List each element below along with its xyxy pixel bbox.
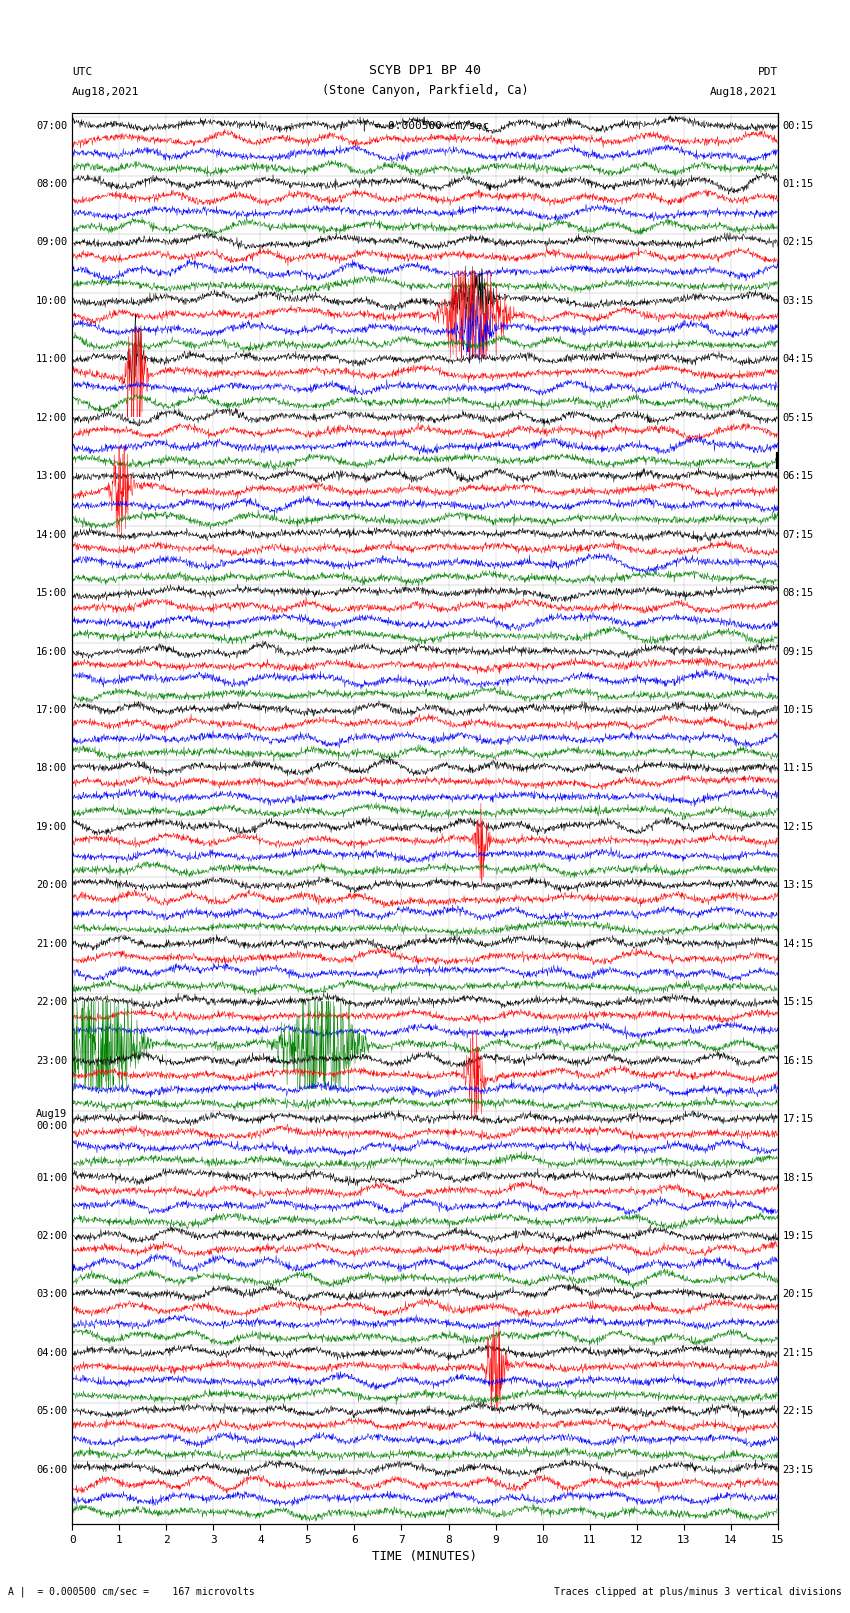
Text: A |  = 0.000500 cm/sec =    167 microvolts: A | = 0.000500 cm/sec = 167 microvolts [8, 1586, 255, 1597]
Text: Aug18,2021: Aug18,2021 [72, 87, 139, 97]
Text: Aug18,2021: Aug18,2021 [711, 87, 778, 97]
Text: | = 0.000500 cm/sec: | = 0.000500 cm/sec [361, 121, 489, 132]
X-axis label: TIME (MINUTES): TIME (MINUTES) [372, 1550, 478, 1563]
Text: SCYB DP1 BP 40: SCYB DP1 BP 40 [369, 65, 481, 77]
Text: UTC: UTC [72, 68, 93, 77]
Text: (Stone Canyon, Parkfield, Ca): (Stone Canyon, Parkfield, Ca) [321, 84, 529, 97]
Text: Traces clipped at plus/minus 3 vertical divisions: Traces clipped at plus/minus 3 vertical … [553, 1587, 842, 1597]
Text: PDT: PDT [757, 68, 778, 77]
